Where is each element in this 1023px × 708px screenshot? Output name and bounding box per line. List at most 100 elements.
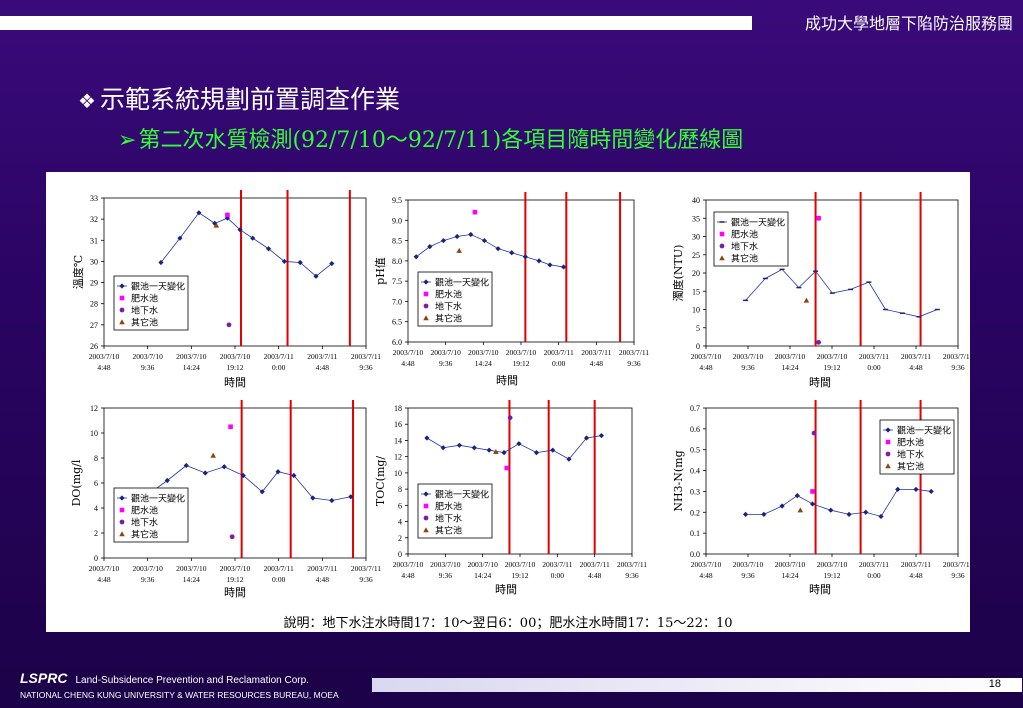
- x-tick-label-date: 2003/7/11: [544, 348, 574, 357]
- legend-label: 觀池一天變化: [131, 493, 185, 505]
- x-tick-label-date: 2003/7/11: [351, 352, 381, 361]
- x-axis-label: 時間: [224, 586, 246, 599]
- data-point: [863, 509, 869, 515]
- y-tick-label: 16: [394, 420, 402, 429]
- legend-label: 其它池: [131, 529, 158, 541]
- x-tick-label-date: 2003/7/10: [220, 564, 251, 573]
- data-point: [913, 486, 919, 492]
- x-tick-label-time: 14:24: [474, 571, 491, 580]
- x-tick-label-date: 2003/7/11: [542, 560, 572, 569]
- x-tick-label-time: 9:36: [625, 571, 639, 580]
- x-tick-label-date: 2003/7/10: [691, 560, 722, 569]
- legend-label: 肥水池: [131, 293, 158, 305]
- chart-5: 0 2 4 6 8 10 12 14 16 18 2003/7/10 4:48 2003/7/10 9:3…: [374, 400, 647, 596]
- data-point: [210, 452, 216, 458]
- y-tick-label: 30: [90, 257, 98, 266]
- y-tick-label: 6: [398, 501, 402, 510]
- x-tick-label-time: 19:12: [512, 359, 529, 368]
- x-tick-label-time: 14:24: [183, 575, 200, 584]
- data-point: [250, 235, 256, 241]
- x-tick-label-date: 2003/7/10: [89, 352, 120, 361]
- data-point: [779, 503, 785, 509]
- legend-marker: [119, 519, 125, 525]
- legend-label: 其它池: [897, 461, 924, 473]
- x-tick-label-date: 2003/7/11: [859, 560, 889, 569]
- arrow-bullet-icon: ➢: [118, 128, 137, 153]
- y-tick-label: 2: [398, 534, 402, 543]
- y-tick-label: 15: [692, 287, 700, 296]
- y-tick-label: 6.5: [392, 318, 402, 327]
- legend-box: [417, 271, 493, 327]
- data-point: [348, 494, 354, 500]
- legend-box: [113, 275, 189, 331]
- x-tick-label-time: 4:48: [401, 359, 415, 368]
- data-point: [472, 209, 478, 215]
- y-tick-label: 14: [394, 436, 402, 445]
- legend-marker: [119, 495, 125, 501]
- data-point: [164, 477, 170, 484]
- x-tick-label-time: 19:12: [823, 571, 840, 580]
- data-point: [803, 297, 810, 303]
- legend-marker: [423, 279, 429, 285]
- legend-marker: [719, 255, 725, 261]
- y-tick-label: 27: [90, 321, 98, 330]
- x-tick-label-date: 2003/7/10: [430, 560, 461, 569]
- y-tick-label: 25: [692, 251, 700, 260]
- legend-marker: [119, 283, 125, 289]
- data-point: [221, 464, 227, 470]
- x-axis-label: 時間: [495, 583, 517, 596]
- legend-marker: [119, 507, 125, 513]
- data-point: [177, 235, 183, 241]
- x-tick-label-time: 19:12: [226, 363, 243, 372]
- x-tick-label-time: 4:48: [699, 571, 713, 580]
- x-tick-label-time: 9:36: [359, 575, 373, 584]
- x-tick-label-time: 4:48: [401, 571, 415, 580]
- x-tick-label-date: 2003/7/11: [943, 352, 970, 361]
- x-tick-label-date: 2003/7/10: [220, 352, 251, 361]
- data-point: [583, 435, 590, 441]
- x-tick-label-date: 2003/7/11: [264, 352, 294, 361]
- legend-label: 觀池一天變化: [131, 281, 185, 293]
- organization-name: 成功大學地層下陷防治服務團: [804, 14, 1013, 33]
- x-tick-label-time: 0:00: [867, 363, 881, 372]
- x-tick-label-date: 2003/7/10: [132, 352, 163, 361]
- data-point: [297, 259, 303, 266]
- data-point: [878, 513, 884, 520]
- legend-marker: [885, 451, 891, 457]
- legend-label: 肥水池: [131, 505, 158, 517]
- x-tick-label-date: 2003/7/10: [691, 352, 722, 361]
- x-tick-label-time: 14:24: [781, 571, 798, 580]
- x-axis-label: 時間: [809, 583, 831, 596]
- x-tick-label-time: 14:24: [183, 363, 200, 372]
- legend-label: 觀池一天變化: [435, 489, 489, 501]
- x-axis-label: 時間: [224, 376, 246, 389]
- legend-label: 地下水: [897, 449, 924, 461]
- chart-4: 0 2 4 6 8 10 12 2003/7/10 4:48 2003/7/10 9:36 2003/…: [70, 400, 381, 599]
- x-tick-label-date: 2003/7/10: [775, 560, 806, 569]
- legend-marker: [885, 463, 891, 469]
- data-point: [226, 322, 232, 328]
- x-tick-label-time: 14:24: [475, 359, 492, 368]
- y-tick-label: 4: [398, 518, 402, 527]
- y-tick-label: 8.0: [392, 257, 402, 266]
- data-point: [846, 511, 852, 517]
- x-tick-label-time: 4:48: [590, 359, 604, 368]
- x-tick-label-date: 2003/7/10: [132, 564, 163, 573]
- data-point: [761, 511, 767, 517]
- x-tick-label-time: 9:36: [359, 363, 373, 372]
- y-tick-label: 12: [90, 404, 98, 413]
- data-point: [275, 469, 281, 475]
- y-tick-label: 0.5: [690, 446, 700, 455]
- x-tick-label-date: 2003/7/10: [733, 352, 764, 361]
- x-tick-label-time: 14:24: [781, 363, 798, 372]
- y-tick-label: 31: [90, 236, 98, 245]
- series-line: [160, 212, 333, 277]
- x-tick-label-date: 2003/7/10: [505, 560, 536, 569]
- y-tick-label: 18: [394, 404, 402, 413]
- data-point: [501, 450, 507, 456]
- x-tick-label-time: 9:36: [141, 575, 155, 584]
- legend-label: 地下水: [131, 517, 158, 529]
- data-point: [440, 237, 447, 244]
- y-tick-label: 0.7: [690, 404, 700, 413]
- data-point: [213, 222, 220, 228]
